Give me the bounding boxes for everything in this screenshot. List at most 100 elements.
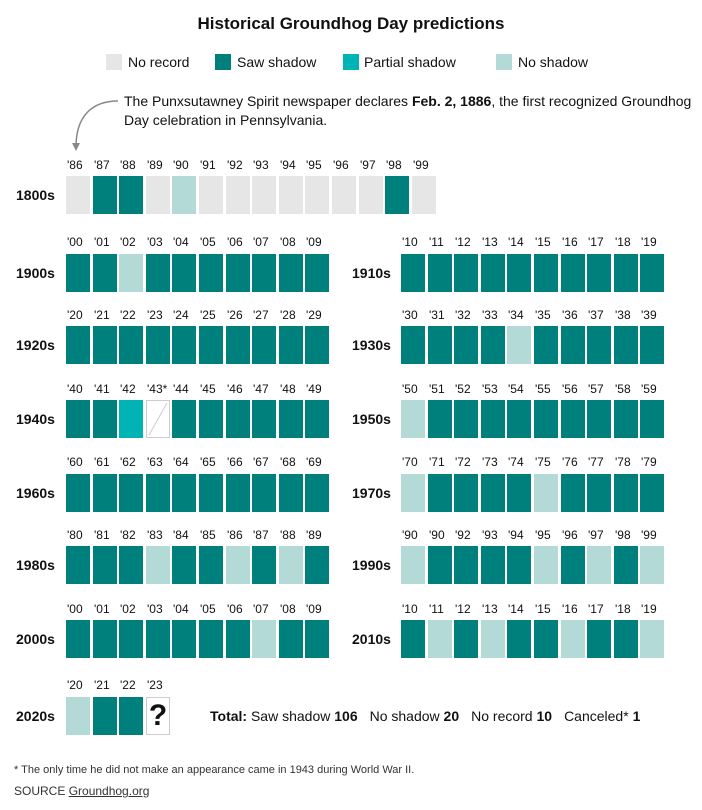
annotation-text-after: , the first recognized Groundhog Day cel… xyxy=(124,93,692,128)
cell-noshadow xyxy=(226,546,250,584)
cell-saw xyxy=(614,400,638,438)
cell-saw xyxy=(93,546,117,584)
cell-canceled xyxy=(146,400,170,438)
cell-saw xyxy=(199,254,223,292)
year-label: '18 xyxy=(615,602,631,616)
cell-saw xyxy=(146,254,170,292)
cell-saw xyxy=(561,254,585,292)
year-label: '57 xyxy=(588,382,604,396)
year-label: '28 xyxy=(280,308,296,322)
cell-saw xyxy=(454,474,478,512)
year-label: '90 xyxy=(402,528,418,542)
year-label: '69 xyxy=(306,455,322,469)
cell-noshadow xyxy=(587,546,611,584)
cell-saw xyxy=(279,326,303,364)
totals-line: Total: Saw shadow 106 No shadow 20 No reco… xyxy=(210,707,640,725)
cell-saw xyxy=(119,697,143,735)
year-label: '98 xyxy=(386,158,402,172)
year-label: '70 xyxy=(402,455,418,469)
cell-saw xyxy=(226,474,250,512)
year-label: '97 xyxy=(360,158,376,172)
annotation-text: The Punxsutawney Spirit newspaper declar… xyxy=(124,92,702,130)
cell-saw xyxy=(401,254,425,292)
year-label: '99 xyxy=(413,158,429,172)
cell-saw xyxy=(93,697,117,735)
year-label: '25 xyxy=(200,308,216,322)
cell-saw xyxy=(226,326,250,364)
decade-label: 2020s xyxy=(16,708,55,724)
legend-swatch-partial xyxy=(343,54,359,70)
year-label: '84 xyxy=(173,528,189,542)
cell-saw xyxy=(305,326,329,364)
year-label: '30 xyxy=(402,308,418,322)
cell-saw xyxy=(614,326,638,364)
year-label: '62 xyxy=(120,455,136,469)
year-label: '40 xyxy=(67,382,83,396)
cell-saw xyxy=(401,620,425,658)
cell-saw xyxy=(252,546,276,584)
cell-saw xyxy=(561,546,585,584)
decade-label: 1920s xyxy=(16,337,55,353)
year-label: '59 xyxy=(641,382,657,396)
cell-saw xyxy=(428,474,452,512)
year-label: '72 xyxy=(455,455,471,469)
year-label: '02 xyxy=(120,602,136,616)
cell-saw xyxy=(454,400,478,438)
cell-saw xyxy=(534,254,558,292)
annotation-date: Feb. 2, 1886 xyxy=(411,93,492,109)
source-link[interactable]: Groundhog.org xyxy=(68,784,150,798)
year-label: '03 xyxy=(147,235,163,249)
decade-label: 2000s xyxy=(16,631,55,647)
cell-none xyxy=(252,176,276,214)
year-label: '94 xyxy=(508,528,524,542)
cell-saw xyxy=(172,254,196,292)
year-label: '73 xyxy=(482,455,498,469)
year-label: '75 xyxy=(535,455,551,469)
cell-saw xyxy=(428,326,452,364)
cell-saw xyxy=(146,474,170,512)
year-label: '93 xyxy=(253,158,269,172)
legend-label-saw: Saw shadow xyxy=(237,54,317,70)
decade-label: 1910s xyxy=(352,265,391,281)
cell-saw xyxy=(454,326,478,364)
cell-saw xyxy=(587,474,611,512)
decade-label: 2010s xyxy=(352,631,391,647)
cell-saw xyxy=(199,326,223,364)
year-label: '11 xyxy=(429,602,444,616)
cell-saw xyxy=(481,400,505,438)
year-label: '16 xyxy=(562,235,578,249)
cell-saw xyxy=(587,326,611,364)
cell-none xyxy=(66,176,90,214)
legend-label-none: No record xyxy=(128,54,190,70)
year-label: '17 xyxy=(588,602,604,616)
year-label: '13 xyxy=(482,235,498,249)
year-label: '61 xyxy=(94,455,110,469)
year-label: '58 xyxy=(615,382,631,396)
cell-saw xyxy=(119,474,143,512)
cell-saw xyxy=(428,546,452,584)
cell-saw xyxy=(614,254,638,292)
cell-saw xyxy=(640,400,664,438)
cell-saw xyxy=(226,620,250,658)
year-label: '50 xyxy=(402,382,418,396)
cell-none xyxy=(146,176,170,214)
cell-saw xyxy=(614,474,638,512)
year-label: '00 xyxy=(67,602,83,616)
total-no-shadow-value: 20 xyxy=(443,708,460,724)
cell-saw xyxy=(428,400,452,438)
cell-noshadow xyxy=(534,474,558,512)
cell-saw xyxy=(640,254,664,292)
legend-label-noshadow: No shadow xyxy=(518,54,589,70)
year-label: '88 xyxy=(120,158,136,172)
year-label: '92 xyxy=(455,528,471,542)
year-label: '51 xyxy=(429,382,445,396)
year-label: '85 xyxy=(200,528,216,542)
cell-saw xyxy=(507,546,531,584)
year-label: '23 xyxy=(147,678,163,692)
year-label: '29 xyxy=(306,308,322,322)
decade-label: 1970s xyxy=(352,485,391,501)
year-label: '32 xyxy=(455,308,471,322)
cell-saw xyxy=(587,254,611,292)
cell-saw xyxy=(279,400,303,438)
cell-saw xyxy=(305,546,329,584)
